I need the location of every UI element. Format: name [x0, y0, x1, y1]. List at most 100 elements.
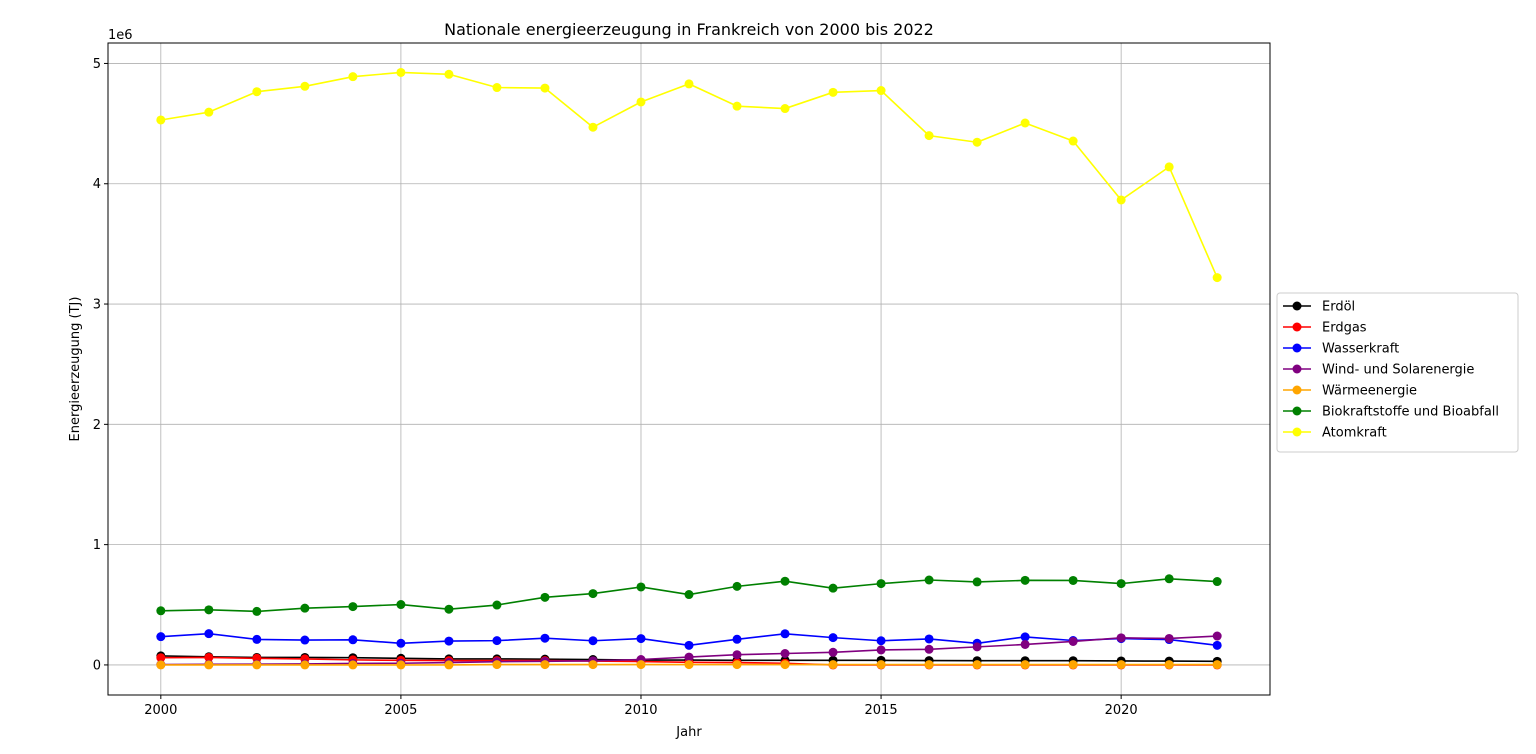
data-point [684, 640, 694, 650]
data-point [300, 603, 310, 613]
data-point [204, 660, 214, 670]
data-point [1164, 574, 1174, 584]
data-point [396, 638, 406, 648]
data-point [540, 660, 550, 670]
data-point [1164, 633, 1174, 643]
plot-frame [107, 42, 1271, 696]
data-point [828, 660, 838, 670]
data-point [924, 575, 934, 585]
y-tick-label: 1 [93, 538, 101, 553]
data-point [204, 652, 214, 662]
data-point [684, 79, 694, 89]
data-point [636, 660, 646, 670]
data-point [780, 649, 790, 658]
data-point [780, 104, 790, 114]
series-line [160, 71, 1218, 278]
data-point [588, 122, 598, 132]
data-point [1212, 640, 1222, 650]
data-point [588, 589, 598, 599]
data-point [828, 87, 838, 97]
data-point [300, 81, 310, 91]
data-point [444, 69, 454, 79]
data-point [1020, 118, 1030, 128]
legend-label: Atomkraft [1322, 426, 1387, 441]
legend-label: Erdöl [1322, 300, 1355, 315]
data-point [1020, 575, 1030, 585]
legend-marker [1292, 322, 1302, 332]
y-tick-label: 0 [93, 658, 101, 673]
series-layer [156, 67, 1222, 670]
data-point [1116, 633, 1126, 643]
data-point [1116, 195, 1126, 205]
data-point [444, 636, 454, 646]
data-point [1212, 631, 1222, 641]
legend: Erdöl Erdgas Wasserkraft Wind- und Solarene… [1276, 292, 1519, 453]
data-point [924, 131, 934, 141]
data-point [636, 582, 646, 592]
legend-item: Biokraftstoffe und Bioabfall [1283, 405, 1499, 420]
data-point [636, 634, 646, 644]
data-point [780, 629, 790, 639]
data-point [732, 650, 742, 660]
data-point [924, 644, 934, 654]
data-point [924, 634, 934, 644]
data-point [1116, 579, 1126, 589]
x-tick-label: 2005 [384, 703, 417, 718]
data-point [252, 87, 262, 97]
series-6 [156, 67, 1222, 283]
y-tick-label: 2 [93, 418, 101, 433]
data-point [300, 635, 310, 645]
legend-label: Wärmeenergie [1322, 384, 1417, 399]
x-tick-label: 2010 [624, 703, 657, 718]
data-point [444, 660, 454, 670]
data-point [588, 636, 598, 646]
legend-marker [1292, 364, 1302, 374]
legend-box [1276, 292, 1519, 453]
data-point [972, 137, 982, 147]
legend-item: Erdöl [1283, 300, 1355, 315]
data-point [300, 660, 310, 670]
axis-ticks: 2000 2005 2010 2015 2020 0 1 2 3 4 5 [93, 57, 1138, 718]
data-point [732, 634, 742, 644]
data-point [348, 602, 358, 612]
data-point [540, 633, 550, 643]
legend-item: Wärmeenergie [1283, 384, 1417, 399]
data-point [828, 647, 838, 657]
data-point [492, 660, 502, 670]
x-tick-label: 2020 [1105, 703, 1138, 718]
data-point [1068, 660, 1078, 670]
data-point [252, 634, 262, 644]
data-point [1212, 577, 1222, 587]
legend-marker [1292, 343, 1302, 353]
data-point [1212, 660, 1222, 670]
data-point [1068, 636, 1078, 646]
legend-item: Wasserkraft [1283, 342, 1399, 357]
y-tick-label: 5 [93, 57, 101, 72]
data-point [972, 660, 982, 670]
data-point [1164, 162, 1174, 172]
data-point [396, 660, 406, 670]
data-point [732, 581, 742, 591]
data-point [636, 97, 646, 107]
x-axis-label: Jahr [675, 725, 702, 740]
data-point [1164, 660, 1174, 670]
data-point [1116, 660, 1126, 670]
series-4 [156, 660, 1222, 670]
data-point [876, 636, 886, 646]
y-axis-label: Energieerzeugung (TJ) [68, 297, 83, 442]
data-point [876, 86, 886, 96]
data-point [396, 600, 406, 610]
data-point [1020, 660, 1030, 670]
data-point [348, 660, 358, 670]
data-point [396, 67, 406, 77]
legend-label: Wasserkraft [1322, 342, 1399, 357]
x-tick-label: 2000 [144, 703, 177, 718]
data-point [828, 633, 838, 643]
y-tick-label: 3 [93, 298, 101, 313]
data-point [780, 660, 790, 670]
data-point [780, 576, 790, 586]
data-point [1020, 639, 1030, 649]
data-point [972, 642, 982, 652]
data-point [876, 645, 886, 655]
